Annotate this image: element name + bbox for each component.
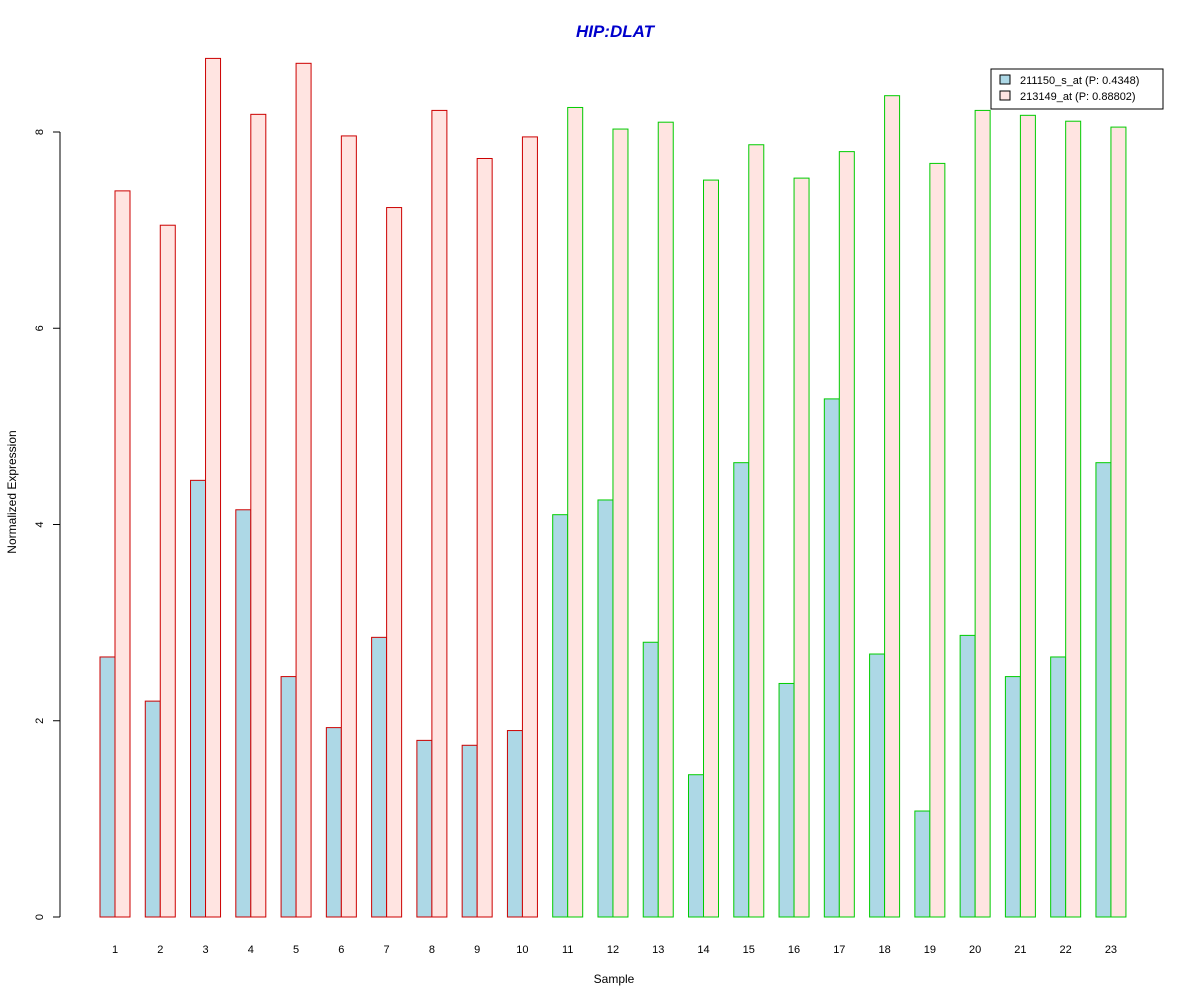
bar-211150-s-at-sample-1 [99, 656, 116, 918]
bar-213149-at-sample-2 [159, 224, 176, 918]
bar-211150-s-at-sample-17 [823, 398, 840, 918]
x-tick-label: 4 [248, 944, 254, 956]
chart-title: HIP:DLAT [576, 22, 656, 41]
x-tick-label: 8 [429, 944, 435, 956]
bar-213149-at-sample-16 [793, 177, 810, 918]
bar-211150-s-at-sample-23 [1095, 462, 1112, 918]
bar-213149-at-sample-15 [748, 144, 765, 918]
x-tick-label: 17 [833, 944, 845, 956]
bar-213149-at-sample-21 [1019, 114, 1036, 918]
bar-211150-s-at-sample-6 [325, 727, 342, 918]
legend-label-213149-at: 213149_at (P: 0.88802) [1020, 91, 1136, 103]
bar-211150-s-at-sample-14 [688, 774, 705, 918]
bar-series-group [99, 57, 1127, 918]
y-tick-label: 6 [34, 325, 46, 331]
bar-211150-s-at-sample-16 [778, 682, 795, 918]
bar-211150-s-at-sample-4 [235, 509, 252, 918]
x-tick-label: 12 [607, 944, 619, 956]
x-tick-label: 23 [1105, 944, 1117, 956]
bar-213149-at-sample-20 [974, 109, 991, 918]
bar-213149-at-sample-22 [1065, 120, 1082, 918]
x-axis-tick-labels: 1 2 3 4 5 6 7 8 9 10 11 12 13 14 15 16 17 18 19 20 21 22 23 [112, 944, 1117, 956]
bar-213149-at-sample-4 [250, 113, 267, 918]
bar-211150-s-at-sample-12 [597, 499, 614, 918]
bar-211150-s-at-sample-5 [280, 676, 297, 918]
bar-213149-at-sample-6 [340, 135, 357, 918]
bar-213149-at-sample-10 [521, 136, 538, 918]
bar-213149-at-sample-7 [386, 207, 403, 918]
bar-213149-at-sample-17 [838, 151, 855, 918]
bar-211150-s-at-sample-10 [506, 730, 523, 918]
x-tick-label: 21 [1014, 944, 1026, 956]
bar-211150-s-at-sample-11 [552, 514, 569, 918]
bar-213149-at-sample-14 [703, 179, 720, 918]
bar-213149-at-sample-12 [612, 128, 629, 918]
x-tick-label: 13 [652, 944, 664, 956]
x-tick-label: 15 [743, 944, 755, 956]
x-tick-label: 16 [788, 944, 800, 956]
x-tick-label: 5 [293, 944, 299, 956]
x-tick-label: 10 [516, 944, 528, 956]
bar-211150-s-at-sample-3 [190, 479, 207, 918]
legend-label-211150-s-at: 211150_s_at (P: 0.4348) [1020, 75, 1139, 87]
bar-213149-at-sample-9 [476, 157, 493, 918]
bar-211150-s-at-sample-15 [733, 462, 750, 918]
bar-213149-at-sample-11 [567, 106, 584, 918]
x-tick-label: 1 [112, 944, 118, 956]
y-tick-label: 0 [34, 914, 46, 920]
bar-213149-at-sample-8 [431, 109, 448, 918]
x-axis-label: Sample [594, 972, 635, 986]
legend-swatch-213149-at [999, 90, 1011, 101]
x-tick-label: 9 [474, 944, 480, 956]
x-tick-label: 18 [878, 944, 890, 956]
x-tick-label: 20 [969, 944, 981, 956]
x-tick-label: 6 [338, 944, 344, 956]
legend: 211150_s_at (P: 0.4348) 213149_at (P: 0.… [990, 68, 1164, 110]
legend-box [990, 68, 1164, 110]
y-axis-label: Normalized Expression [5, 430, 19, 553]
bar-211150-s-at-sample-8 [416, 739, 433, 918]
x-tick-label: 14 [697, 944, 709, 956]
legend-swatch-211150-s-at [999, 74, 1011, 85]
bar-211150-s-at-sample-7 [371, 636, 388, 918]
x-tick-label: 22 [1060, 944, 1072, 956]
bar-211150-s-at-sample-2 [144, 700, 161, 918]
bar-213149-at-sample-23 [1110, 126, 1127, 918]
bar-213149-at-sample-5 [295, 62, 312, 918]
bar-211150-s-at-sample-18 [869, 653, 886, 918]
bar-213149-at-sample-18 [884, 95, 901, 918]
bar-213149-at-sample-13 [657, 121, 674, 918]
bar-213149-at-sample-1 [114, 190, 131, 918]
bar-211150-s-at-sample-22 [1050, 656, 1067, 918]
y-tick-label: 8 [34, 129, 46, 135]
bar-211150-s-at-sample-19 [914, 810, 931, 918]
x-tick-label: 11 [562, 944, 573, 956]
x-tick-label: 2 [157, 944, 163, 956]
y-axis: 0 2 4 6 8 [34, 129, 61, 920]
bar-211150-s-at-sample-21 [1004, 676, 1021, 918]
bar-213149-at-sample-3 [205, 57, 222, 918]
x-tick-label: 3 [202, 944, 208, 956]
x-tick-label: 19 [924, 944, 936, 956]
bar-211150-s-at-sample-9 [461, 744, 478, 918]
y-tick-label: 2 [34, 718, 46, 724]
y-tick-label: 4 [34, 521, 46, 527]
bar-211150-s-at-sample-13 [642, 641, 659, 918]
bar-213149-at-sample-19 [929, 162, 946, 918]
bar-211150-s-at-sample-20 [959, 634, 976, 918]
x-tick-label: 7 [384, 944, 390, 956]
